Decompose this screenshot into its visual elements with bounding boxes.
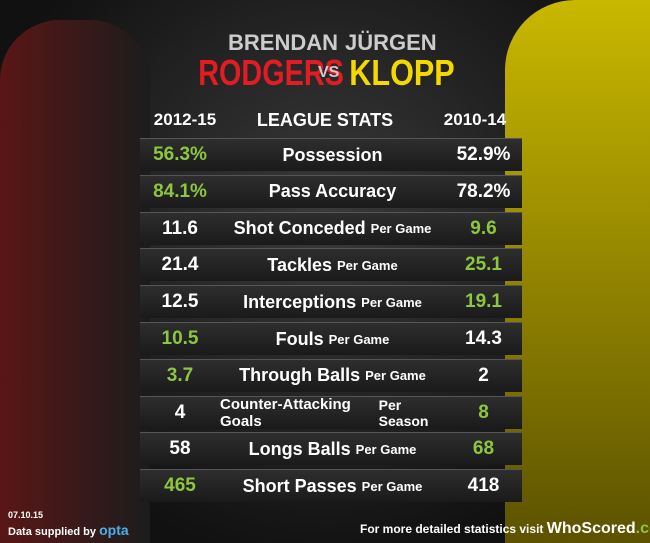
- right-value: 25.1: [465, 254, 502, 276]
- stat-name: Through Balls: [239, 365, 361, 386]
- stat-name: Possession: [282, 144, 383, 165]
- left-value: 84.1%: [153, 180, 207, 202]
- left-value: 12.5: [161, 291, 199, 313]
- left-value: 3.7: [166, 364, 194, 386]
- left-value: 465: [164, 475, 196, 497]
- stat-row: 56.3% Possession 52.9%: [140, 138, 522, 171]
- supplier: Data supplied by opta: [8, 522, 129, 538]
- right-value: 8: [478, 401, 489, 423]
- stat-cell: Short Passes Per Game: [220, 470, 445, 502]
- stat-row: 10.5 Fouls Per Game 14.3: [140, 322, 522, 355]
- left-cell: 11.6: [140, 213, 220, 245]
- right-cell: 9.6: [445, 213, 522, 245]
- right-first: JÜRGEN: [345, 30, 437, 55]
- stat-suffix: Per Season: [378, 396, 429, 429]
- stat-row: 3.7 Through Balls Per Game 2: [140, 358, 522, 392]
- stat-row: 465 Short Passes Per Game 418: [140, 469, 522, 503]
- left-cell: 56.3%: [140, 139, 220, 171]
- stat-name: Pass Accuracy: [268, 181, 397, 202]
- stat-name: Fouls: [275, 328, 324, 349]
- stat-cell: Counter-Attacking Goals Per Season: [220, 395, 445, 430]
- stat-row: 84.1% Pass Accuracy 78.2%: [140, 174, 522, 208]
- stat-cell: Longs Balls Per Game: [220, 433, 445, 465]
- stat-name: Short Passes: [242, 475, 357, 496]
- left-period: 2012-15: [153, 110, 217, 129]
- left-value: 56.3%: [153, 144, 207, 165]
- stat-suffix: Per Game: [337, 257, 398, 273]
- stat-suffix: Per Game: [370, 221, 432, 237]
- stat-cell: Through Balls Per Game: [220, 360, 445, 392]
- right-value: 418: [467, 475, 500, 497]
- stat-name: Interceptions: [243, 291, 357, 312]
- left-cell: 3.7: [140, 360, 220, 392]
- left-cell: 84.1%: [140, 176, 220, 208]
- left-last: RODGERS: [198, 52, 344, 93]
- right-value: 19.1: [465, 291, 502, 313]
- right-cell: 2: [445, 360, 522, 392]
- stat-suffix: Per Game: [361, 478, 423, 494]
- stat-row: 12.5 Interceptions Per Game 19.1: [140, 285, 522, 319]
- right-cell: 25.1: [445, 249, 522, 281]
- stat-row: 11.6 Shot Conceded Per Game 9.6: [140, 211, 522, 245]
- left-value: 10.5: [161, 328, 199, 349]
- vs: VS: [318, 64, 340, 81]
- right-cell: 52.9%: [445, 139, 522, 171]
- right-photo: [505, 0, 650, 543]
- right-cell: 68: [445, 433, 522, 465]
- stat-cell: Fouls Per Game: [220, 323, 445, 355]
- right-cell: 19.1: [445, 286, 522, 318]
- right-period: 2010-14: [443, 110, 507, 129]
- left-value: 58: [169, 438, 191, 460]
- left-first: BRENDAN: [228, 30, 338, 55]
- stat-cell: Pass Accuracy: [220, 176, 445, 208]
- left-value: 21.4: [161, 254, 199, 276]
- stat-cell: Tackles Per Game: [220, 249, 445, 281]
- left-cell: 21.4: [140, 249, 220, 281]
- right-value: 52.9%: [456, 144, 511, 165]
- right-value: 14.3: [465, 328, 502, 349]
- right-value: 78.2%: [456, 180, 511, 202]
- right-value: 68: [472, 438, 495, 460]
- left-cell: 10.5: [140, 323, 220, 355]
- stat-row: 58 Longs Balls Per Game 68: [140, 432, 522, 466]
- left-cell: 58: [140, 433, 220, 465]
- left-photo: [0, 20, 150, 543]
- supplier-text: Data supplied by: [8, 526, 97, 538]
- left-cell: 465: [140, 470, 220, 502]
- left-cell: 4: [140, 397, 220, 429]
- right-cell: 78.2%: [445, 176, 522, 208]
- right-cell: 14.3: [445, 323, 522, 355]
- left-value: 11.6: [162, 217, 198, 239]
- stat-row: 4 Counter-Attacking Goals Per Season 8: [140, 395, 522, 430]
- right-cell: 8: [445, 397, 522, 429]
- stat-row: 21.4 Tackles Per Game 25.1: [140, 248, 522, 282]
- brand: opta: [99, 522, 129, 538]
- date: 07.10.15: [8, 510, 44, 520]
- stat-cell: Interceptions Per Game: [220, 286, 445, 318]
- cta: For more detailed statistics visit WhoSc…: [360, 520, 650, 538]
- right-value: 9.6: [470, 217, 497, 239]
- stat-name: Tackles: [267, 254, 332, 275]
- stat-suffix: Per Game: [361, 294, 422, 310]
- stat-cell: Shot Conceded Per Game: [220, 213, 445, 245]
- stat-name: Counter-Attacking Goals: [220, 395, 351, 430]
- site-suffix: .com: [635, 520, 650, 537]
- stat-suffix: Per Game: [355, 441, 417, 457]
- stat-name: Longs Balls: [248, 438, 351, 459]
- right-last: KLOPP: [349, 52, 455, 93]
- stat-name: Shot Conceded: [233, 218, 366, 239]
- stat-suffix: Per Game: [328, 331, 390, 347]
- cta-text: For more detailed statistics visit: [360, 522, 544, 536]
- stat-cell: Possession: [220, 139, 445, 171]
- table-title: LEAGUE STATS: [256, 110, 394, 130]
- right-cell: 418: [445, 470, 522, 502]
- left-value: 4: [174, 401, 186, 423]
- stat-suffix: Per Game: [365, 368, 426, 384]
- left-cell: 12.5: [140, 286, 220, 318]
- right-value: 2: [478, 364, 489, 386]
- site: WhoScored: [546, 520, 636, 537]
